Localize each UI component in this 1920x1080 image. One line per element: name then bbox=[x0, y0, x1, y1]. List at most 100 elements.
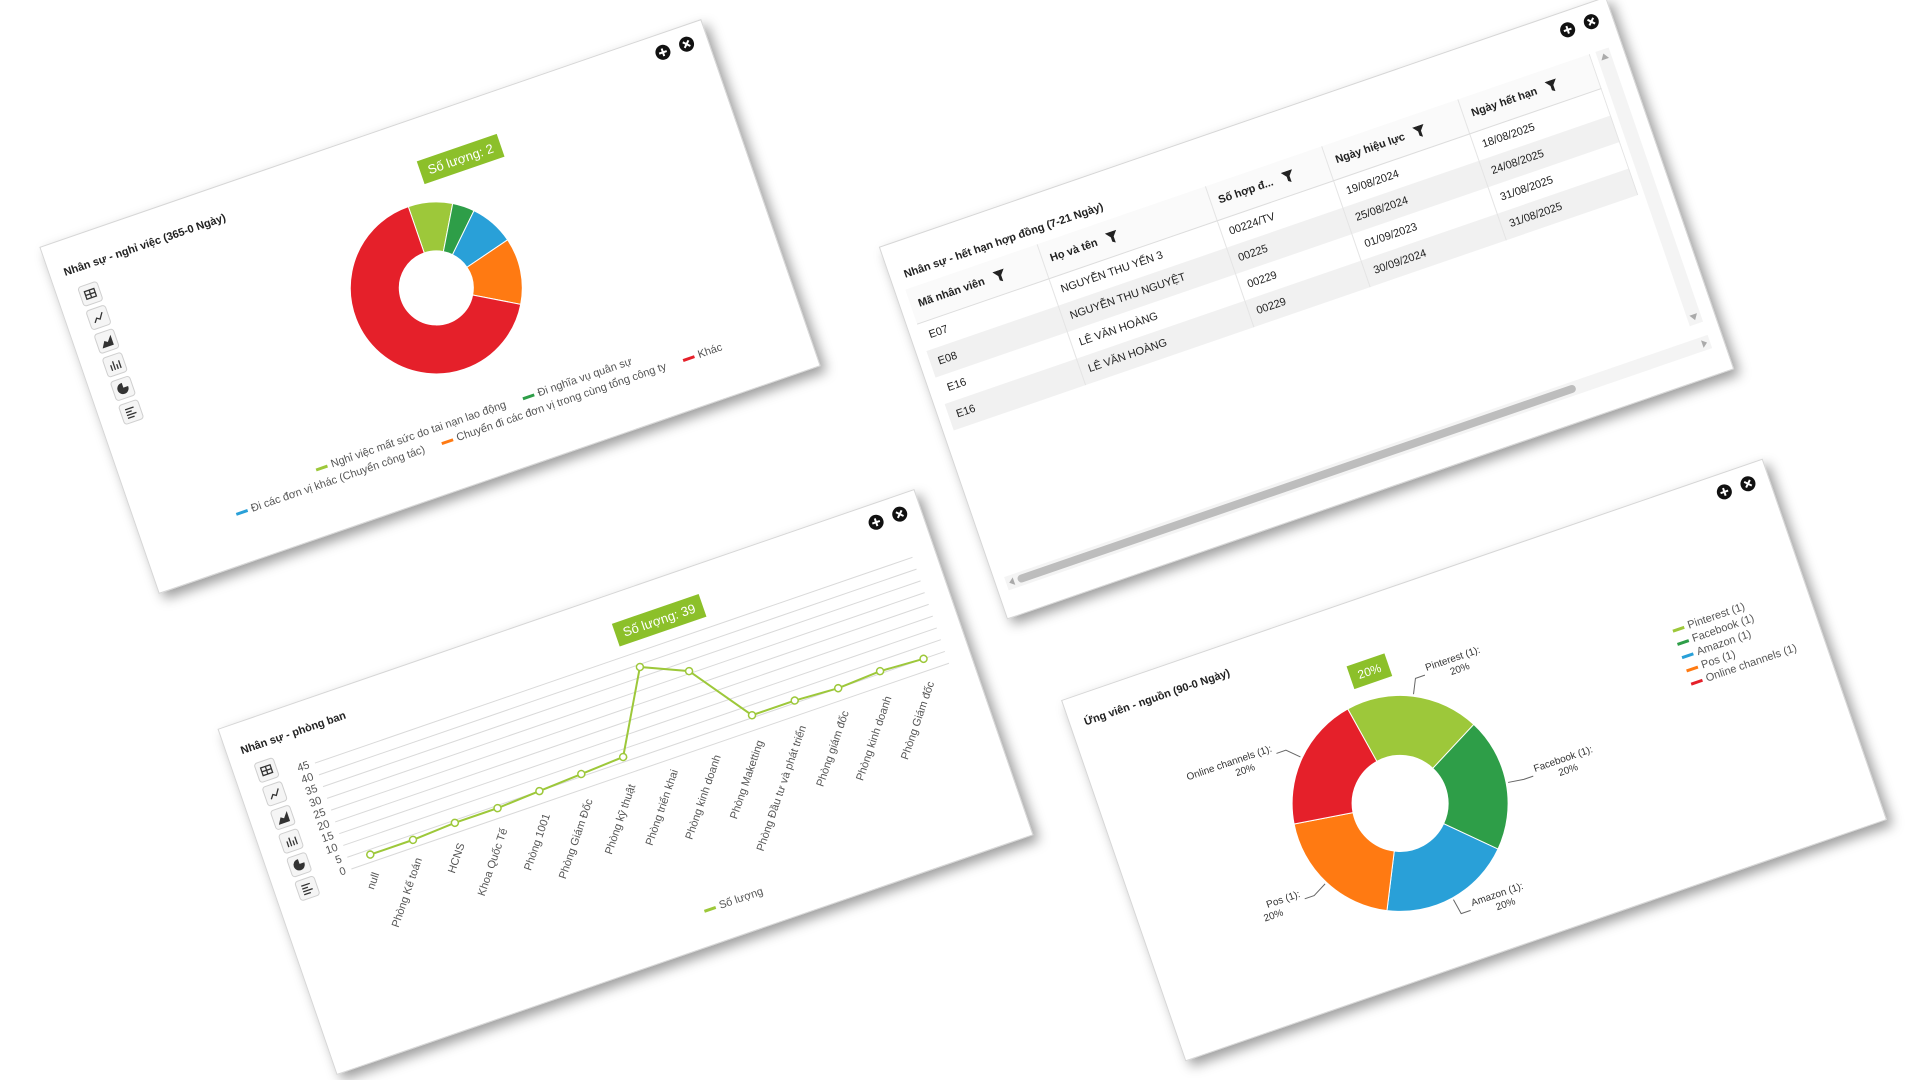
chart-type-button[interactable] bbox=[254, 757, 280, 783]
button-glyph bbox=[1563, 25, 1572, 34]
chart-type-button[interactable] bbox=[118, 399, 144, 425]
chart-type-button[interactable] bbox=[278, 828, 304, 854]
filter-button[interactable] bbox=[1104, 229, 1120, 245]
chart-type-button[interactable] bbox=[77, 281, 103, 307]
point-marker[interactable] bbox=[919, 654, 928, 664]
table-overlay: Nhân sự - hết hạn hợp đồng (7-21 Ngày) bbox=[902, 12, 1713, 591]
close-button[interactable] bbox=[1738, 474, 1757, 493]
legend-marker bbox=[522, 393, 535, 401]
y-tick-label: 30 bbox=[308, 795, 323, 810]
scroll-right-arrow[interactable] bbox=[1701, 339, 1708, 348]
scroll-thumb[interactable] bbox=[1016, 384, 1576, 584]
button-box bbox=[118, 399, 144, 425]
filter-glyph bbox=[1280, 169, 1292, 183]
add-button[interactable] bbox=[653, 43, 672, 62]
cell-text: E08 bbox=[936, 349, 959, 368]
column-header: Số hợp đ... bbox=[1204, 146, 1334, 221]
scroll-up-arrow[interactable] bbox=[1600, 52, 1610, 61]
point-marker[interactable] bbox=[875, 666, 885, 676]
chart-type-button[interactable] bbox=[102, 352, 128, 378]
legend-marker bbox=[1672, 625, 1685, 633]
legend-item[interactable]: Nghỉ việc mất sức do tai nạn lao động bbox=[314, 399, 508, 476]
column-header: Ngày hiệu lực bbox=[1321, 99, 1470, 181]
grid-line bbox=[330, 603, 929, 811]
tooltip-box bbox=[1346, 653, 1393, 690]
column-header: Ngày hết hạn bbox=[1457, 54, 1602, 134]
point-marker[interactable] bbox=[635, 662, 645, 672]
button-glyph bbox=[83, 287, 98, 301]
legend-label: Đi các đơn vị khác (Chuyển công tác) bbox=[249, 444, 426, 515]
label-connector bbox=[1453, 899, 1471, 915]
pie-slice[interactable] bbox=[1366, 810, 1509, 921]
point-marker[interactable] bbox=[618, 752, 628, 762]
pie-slice[interactable] bbox=[1264, 706, 1390, 832]
x-tick-label: Phòng Maketting bbox=[728, 739, 766, 821]
point-marker[interactable] bbox=[366, 850, 375, 859]
y-tick-label: 45 bbox=[296, 759, 311, 774]
column-header: Họ và tên bbox=[1036, 186, 1217, 279]
filter-glyph bbox=[1104, 229, 1117, 243]
button-glyph bbox=[117, 382, 129, 395]
point-marker[interactable] bbox=[450, 818, 460, 828]
chart-type-button[interactable] bbox=[86, 305, 111, 330]
point-marker[interactable] bbox=[577, 769, 586, 779]
scroll-down-arrow[interactable] bbox=[1689, 313, 1699, 321]
filter-button[interactable] bbox=[1412, 123, 1427, 139]
chart-type-button[interactable] bbox=[94, 328, 120, 354]
chart-type-button[interactable] bbox=[110, 376, 136, 401]
point-marker[interactable] bbox=[408, 835, 418, 845]
close-button[interactable] bbox=[677, 35, 696, 54]
pie-slice[interactable] bbox=[1416, 720, 1526, 863]
legend-item[interactable]: Số lượng bbox=[702, 885, 765, 916]
button-glyph bbox=[895, 509, 904, 519]
scroll-left-arrow[interactable] bbox=[1008, 577, 1016, 586]
x-tick-label: Phòng triển khai bbox=[644, 768, 681, 847]
y-tick-label: 10 bbox=[324, 842, 339, 857]
label-connector bbox=[1507, 775, 1534, 783]
point-marker[interactable] bbox=[833, 683, 843, 693]
filter-button[interactable] bbox=[991, 268, 1007, 284]
chart-type-button[interactable] bbox=[294, 875, 320, 901]
x-tick-label: Phòng Giám Đốc bbox=[557, 797, 596, 881]
close-button[interactable] bbox=[890, 505, 909, 524]
button-glyph bbox=[270, 788, 279, 800]
button-box bbox=[262, 781, 288, 807]
chart-type-button[interactable] bbox=[270, 805, 296, 830]
legend-item[interactable]: Chuyển đi các đơn vị trong cùng tổng côn… bbox=[440, 360, 669, 449]
add-button[interactable] bbox=[867, 513, 886, 532]
cell-text: E16 bbox=[945, 376, 969, 394]
add-button[interactable] bbox=[1715, 482, 1734, 501]
point-marker[interactable] bbox=[684, 666, 694, 676]
pie-slice[interactable] bbox=[327, 182, 535, 397]
chart-type-button[interactable] bbox=[286, 852, 312, 878]
x-tick-label: Phòng 1001 bbox=[522, 812, 553, 872]
button-box bbox=[102, 352, 128, 378]
vertical-scrollbar[interactable] bbox=[1595, 47, 1704, 327]
grid-line bbox=[318, 568, 917, 776]
pie-slice[interactable] bbox=[1347, 670, 1483, 788]
filter-button[interactable] bbox=[1280, 169, 1296, 184]
point-marker[interactable] bbox=[535, 786, 544, 796]
chart-type-button[interactable] bbox=[262, 781, 288, 807]
pie-slice[interactable] bbox=[1293, 796, 1412, 930]
legend-label: Khác bbox=[696, 341, 724, 361]
filter-glyph bbox=[1412, 123, 1424, 137]
filter-glyph bbox=[991, 268, 1004, 282]
point-marker[interactable] bbox=[747, 710, 757, 720]
filter-button[interactable] bbox=[1544, 78, 1560, 93]
filter-glyph bbox=[1544, 78, 1556, 92]
legend-item[interactable]: Đi các đơn vị khác (Chuyển công tác) bbox=[234, 444, 427, 520]
y-tick-label: 0 bbox=[338, 865, 348, 878]
close-button[interactable] bbox=[1582, 12, 1601, 31]
legend-item[interactable]: Khác bbox=[681, 341, 724, 366]
point-marker[interactable] bbox=[493, 803, 502, 813]
legend-marker bbox=[703, 906, 717, 913]
data-label: Pos (1): bbox=[1265, 889, 1302, 911]
point-marker[interactable] bbox=[790, 696, 799, 705]
legend-marker bbox=[682, 355, 695, 362]
chart-panel: Nhân sự - nghỉ việc (365-0 Ngày) Nghỉ vi… bbox=[39, 19, 821, 594]
add-button[interactable] bbox=[1558, 20, 1577, 39]
button-glyph bbox=[259, 763, 274, 777]
button-glyph bbox=[871, 518, 881, 527]
